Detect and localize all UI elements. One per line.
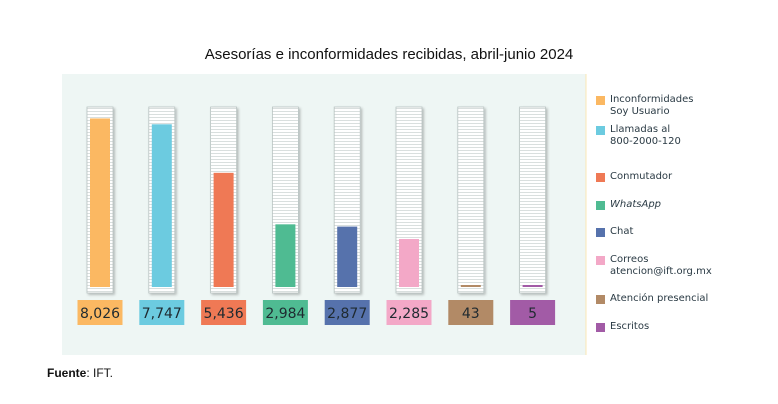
legend-label: Correos atencion@ift.org.mx	[610, 254, 712, 277]
value-label-box	[262, 300, 308, 325]
bar-group: 43	[448, 106, 494, 325]
chart-plot-area: 8,026 7,747 5,436 2,984 2,877 2,285 43 5	[62, 74, 587, 355]
data-label: 2,984	[265, 306, 305, 322]
bar	[460, 285, 481, 287]
legend-swatch	[596, 295, 605, 304]
data-label: 2,285	[389, 306, 429, 322]
chart-title: Asesorías e inconformidades recibidas, a…	[204, 46, 574, 63]
data-label: 5,436	[204, 306, 244, 322]
bar-track	[519, 106, 547, 294]
legend-label: Chat	[610, 226, 634, 237]
bar-group: 2,285	[386, 106, 432, 325]
legend-swatch	[596, 323, 605, 332]
bar-group: 5	[510, 106, 556, 325]
legend-swatch	[596, 201, 605, 210]
legend-label: Atención presencial	[610, 293, 709, 304]
legend-label: Escritos	[610, 321, 650, 332]
bar-group: 7,747	[139, 106, 185, 325]
bar	[90, 118, 110, 287]
source-label: Fuente	[47, 366, 87, 380]
value-label-box	[386, 300, 432, 325]
legend-label: Llamadas al 800-2000-120	[610, 124, 681, 147]
value-label-box	[448, 300, 494, 325]
data-label: 7,747	[142, 306, 182, 322]
value-label-box	[139, 300, 185, 325]
data-label: 8,026	[80, 306, 120, 322]
bar	[337, 226, 358, 287]
value-label-box	[510, 300, 556, 325]
bar	[399, 239, 419, 287]
bar-group: 8,026	[77, 106, 123, 325]
value-label-box	[77, 300, 123, 325]
legend-swatch	[596, 173, 605, 182]
bar-group: 2,877	[324, 106, 370, 325]
legend-label: Conmutador	[610, 171, 673, 182]
legend: Inconformidades Soy Usuario Llamadas al 8…	[586, 74, 722, 355]
data-label: 2,877	[327, 306, 367, 322]
bar	[522, 285, 543, 287]
bar	[213, 172, 234, 287]
bar	[275, 224, 296, 287]
legend-swatch	[596, 228, 605, 237]
legend-swatch	[596, 96, 605, 105]
legend-label: Inconformidades Soy Usuario	[610, 94, 694, 117]
source-note: Fuente: IFT.	[47, 366, 113, 380]
data-label: 5	[528, 306, 537, 322]
bar	[151, 124, 172, 287]
bar-group: 2,984	[262, 106, 308, 325]
data-label: 43	[462, 306, 480, 322]
legend-label: WhatsApp	[610, 199, 662, 210]
value-label-box	[324, 300, 370, 325]
legend-swatch	[596, 256, 605, 265]
bar-group: 5,436	[201, 106, 247, 325]
bar-track	[457, 106, 485, 294]
bars-layer: 8,026 7,747 5,436 2,984 2,877 2,285 43 5	[77, 106, 556, 325]
legend-swatch	[596, 126, 605, 135]
value-label-box	[201, 300, 247, 325]
source-text: : IFT.	[86, 366, 114, 380]
